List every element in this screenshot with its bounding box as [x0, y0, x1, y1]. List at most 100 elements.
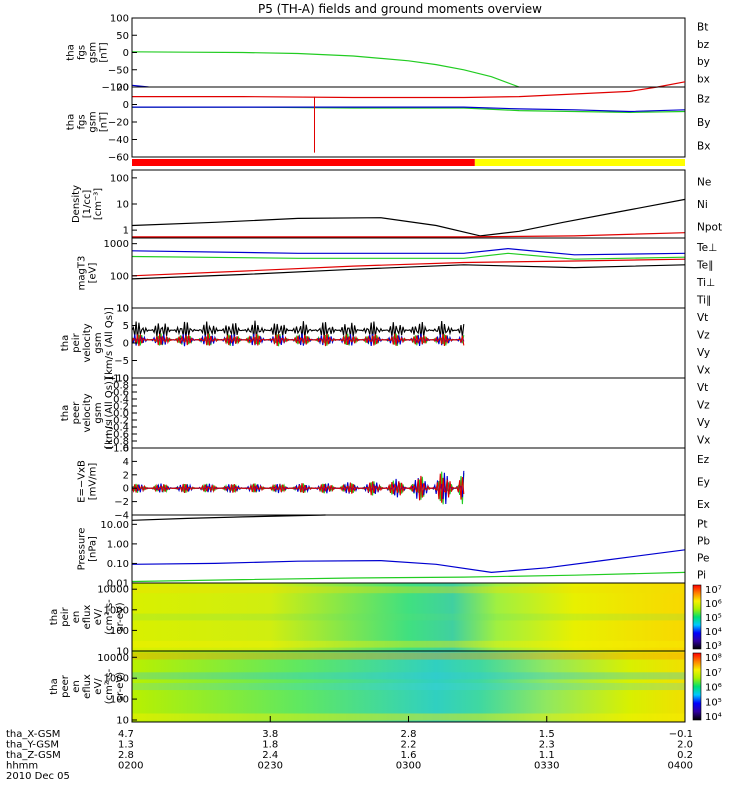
plot-area-p3: [132, 170, 685, 238]
ephemeris-value: 2.8: [118, 750, 134, 761]
y-axis-label-line: [mV/m]: [88, 463, 99, 501]
y-axis-label-line: velocity: [82, 393, 93, 432]
legend-entry: Pi: [697, 570, 706, 582]
legend-entry: Ex: [697, 499, 710, 511]
y-axis-label-p5: thapeirvelocitygsm[km/s (All Qs)]: [60, 307, 115, 379]
y-tick-label: 0.2: [113, 402, 129, 413]
y-tick-label: 10.00: [100, 520, 129, 531]
y-tick-label: −2: [114, 497, 129, 508]
series-line-p2-0: [132, 81, 686, 99]
y-tick-label: 10: [116, 200, 129, 211]
ephemeris-value: 1.6: [401, 750, 417, 761]
y-tick-label: 1: [123, 226, 129, 237]
y-tick-label: 10: [116, 647, 129, 658]
legend-entry: Vx: [697, 364, 710, 376]
colorbar-tick-label: 10⁶: [705, 599, 722, 610]
y-axis-label-line: peer: [71, 401, 82, 425]
y-axis-label-line: [km/s (All Qs)]: [104, 377, 115, 449]
y-axis-label-line: [1/cc]: [82, 190, 93, 219]
panel-p8: 10.00 1.00 0.10 0.01 Pressure[nPa] Pt Pb Pe Pi: [77, 514, 710, 590]
panel-p1: 100 50 0 −50 −100 thafgsgsm[nT] Bt bz by bx: [66, 14, 710, 94]
legend-entry: Ne: [697, 176, 711, 188]
y-axis-label-line: tha: [60, 335, 71, 351]
energy-band-p10-1: [132, 672, 685, 680]
colorbar-tick-label: 10⁷: [705, 585, 722, 596]
y-axis-label-line: [nT]: [99, 42, 110, 62]
series-line-p5-3: [131, 333, 465, 347]
y-axis-label-line: sr-eV): [115, 672, 126, 701]
y-axis-label-line: (cm²-s-: [104, 668, 115, 704]
y-axis-label-line: eV/: [93, 608, 104, 625]
legend-entry: Pe: [697, 553, 709, 565]
y-tick-label: −100: [102, 83, 129, 94]
panel-p9: 10⁷ 10⁶ 10⁵ 10⁴ 10³ 10000 1000 100 10 thapeirenef…: [49, 582, 722, 658]
energy-band-p9-2: [132, 640, 685, 648]
y-tick-label: 10: [116, 715, 129, 726]
y-axis-label-line: magT3: [77, 256, 88, 291]
ephemeris-value: 0200: [118, 761, 143, 772]
y-tick-label: 100: [110, 271, 129, 282]
spectrogram-p9: [132, 583, 685, 651]
y-tick-label: 0: [123, 100, 129, 111]
colorbar-p10: [692, 652, 702, 721]
y-tick-label: −50: [108, 65, 129, 76]
y-tick-label: 100: [110, 173, 129, 184]
y-tick-label: 1.0: [113, 374, 129, 385]
y-tick-label: 1000: [104, 605, 129, 616]
ephemeris-table: tha_X-GSM 4.7 3.8 2.8 1.5 −0.1 tha_Y-GSM 1.3 1.8…: [6, 716, 693, 782]
ephemeris-value: 1.5: [539, 729, 555, 740]
ephemeris-value: 2.4: [262, 750, 278, 761]
y-tick-label: −0.2: [105, 416, 129, 427]
series-line-p2-2: [132, 106, 686, 113]
ephemeris-value: 0300: [396, 761, 421, 772]
y-axis-label-line: peir: [60, 606, 71, 626]
y-tick-label: 10: [116, 304, 129, 315]
y-axis-label-line: E=−VxB: [77, 460, 88, 503]
y-tick-label: 20: [116, 83, 129, 94]
colorbar-tick-label: 10⁶: [705, 683, 722, 694]
y-tick-label: −4: [114, 511, 129, 522]
series-line-p1-0: [131, 51, 520, 88]
y-tick-label: −20: [108, 118, 129, 129]
y-axis-label-line: tha: [49, 609, 60, 625]
ephemeris-value: 1.1: [539, 750, 555, 761]
ephemeris-value: 0230: [258, 761, 283, 772]
y-axis-label-line: gsm: [88, 111, 99, 132]
ephemeris-row-label: hhmm: [6, 761, 38, 772]
colorbar-tick-label: 10⁴: [705, 627, 722, 638]
y-tick-label: 10: [116, 304, 129, 315]
ephemeris-value: 1.8: [262, 740, 278, 751]
ephemeris-value: −0.1: [669, 729, 693, 740]
y-axis-label-p6: thapeervelocitygsm[km/s (All Qs)]: [60, 377, 115, 449]
y-tick-label: 1000: [104, 674, 129, 685]
plot-area-p8: [132, 515, 685, 583]
ephemeris-value: 4.7: [118, 729, 134, 740]
legend-entry: Npot: [697, 222, 722, 234]
y-axis-label-line: tha: [49, 678, 60, 694]
y-axis-label-p1: thafgsgsm[nT]: [66, 42, 110, 63]
y-tick-label: 6: [123, 444, 129, 455]
legend-entry: By: [697, 117, 710, 129]
legend-entry: Vy: [697, 347, 710, 359]
colorbar-tick-label: 10⁴: [705, 712, 722, 723]
series-line-p4-1: [131, 252, 686, 260]
series-line-p4-3: [131, 264, 686, 280]
legend-entry: Ti∥: [696, 294, 711, 306]
legend-entry: Te⊥: [696, 242, 717, 254]
series-line-p4-2: [131, 258, 686, 277]
y-axis-label-line: Pressure: [77, 528, 88, 571]
y-tick-label: 100: [110, 626, 129, 637]
energy-band-p9-1: [132, 613, 685, 621]
y-axis-label-p9: thapeirenefluxeV/(cm²-s-sr-eV): [49, 599, 126, 635]
y-axis-label-p7: E=−VxB[mV/m]: [77, 460, 99, 503]
series-line-p7-2: [131, 473, 465, 503]
panel-p6: 1.00.80.60.40.20.0−0.2−0.4−0.6−0.8−1.0th…: [60, 374, 710, 455]
figure-title: P5 (TH-A) fields and ground moments over…: [258, 2, 542, 16]
plot-area-p5: [132, 308, 685, 378]
ephemeris-value: 0400: [668, 761, 693, 772]
y-axis-label-line: gsm: [88, 42, 99, 63]
series-line-p8-2: [131, 571, 686, 583]
y-axis-label-line: tha: [60, 405, 71, 421]
y-tick-label: 0: [123, 48, 129, 59]
